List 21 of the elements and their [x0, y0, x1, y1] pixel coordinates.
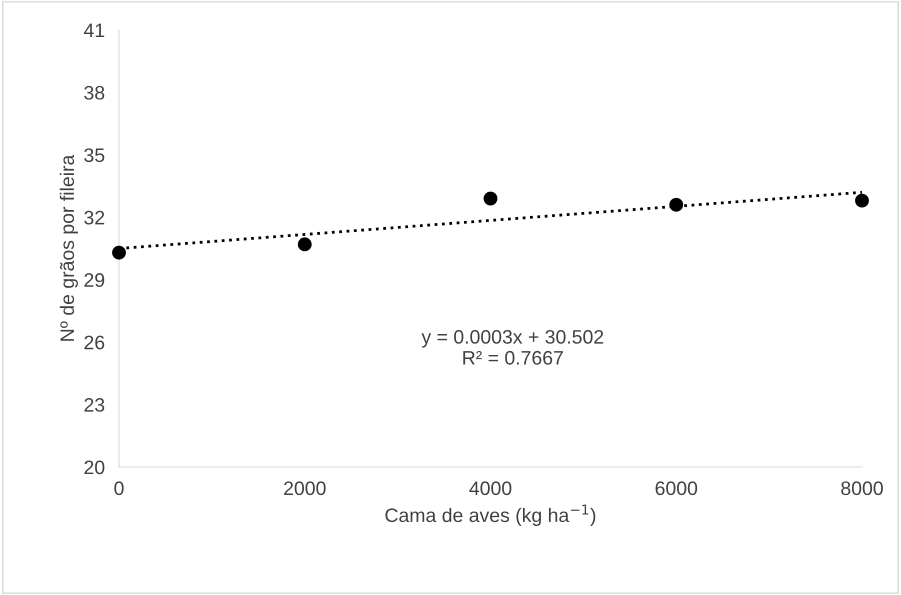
y-axis-title: Nº de grãos por fileira: [60, 154, 78, 341]
y-tick-label: 29: [84, 273, 104, 287]
x-tick-label: 0: [114, 481, 124, 496]
x-axis-title: Cama de aves (kg ha$^{−1}$): [385, 504, 596, 526]
x-tick-label: 6000: [656, 481, 698, 496]
x-tick-label: 8000: [841, 481, 883, 496]
y-tick-label: 20: [84, 460, 104, 474]
y-tick-label: 26: [84, 336, 104, 350]
point: [855, 194, 869, 208]
point: [669, 198, 684, 212]
y-tick-label: 41: [84, 24, 104, 38]
point: [298, 237, 312, 252]
y-tick-label: 32: [84, 210, 104, 225]
point: [484, 192, 498, 206]
annotation: y = 0.0003x + 30.502 R² = 0.7667: [421, 330, 604, 365]
y-tick-label: 23: [84, 398, 104, 412]
x-tick-label: 4000: [469, 481, 512, 496]
y-tick-label: 35: [84, 148, 104, 162]
y-tick-label: 38: [84, 86, 104, 100]
point: [112, 246, 126, 260]
x-tick-label: 2000: [284, 481, 326, 496]
